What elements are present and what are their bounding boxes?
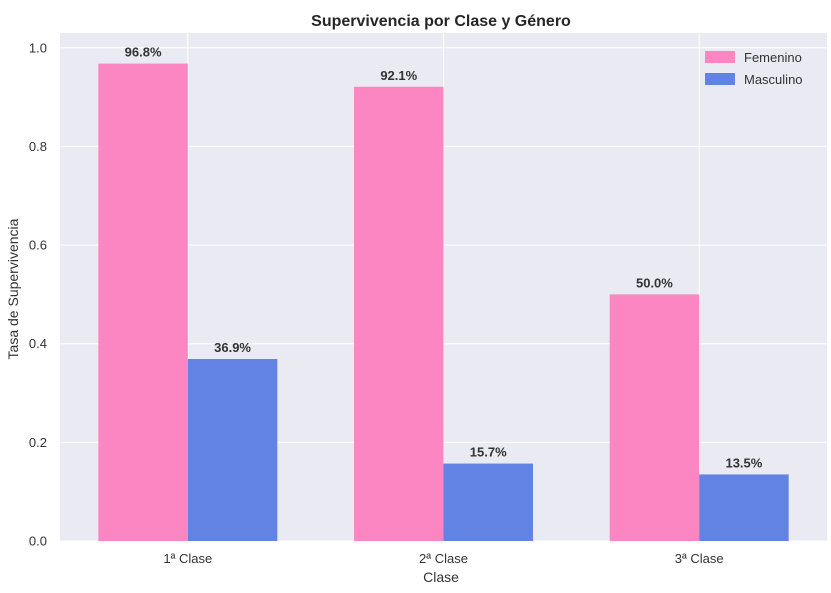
bar-masculino [187, 359, 278, 541]
x-tick-label: 1ª Clase [163, 551, 212, 566]
bar-masculino [699, 474, 789, 541]
legend-label-femenino: Femenino [744, 50, 802, 65]
x-tick-labels: 1ª Clase 2ª Clase 3ª Clase [163, 551, 723, 566]
data-label-femenino: 96.8% [125, 45, 162, 60]
bar-femenino [354, 86, 444, 542]
y-tick-label: 0.6 [29, 238, 47, 253]
y-tick-label: 1.0 [29, 40, 47, 55]
legend-swatch-femenino [705, 51, 735, 63]
y-tick-label: 0.4 [29, 336, 47, 351]
chart-title: Supervivencia por Clase y Género [311, 13, 571, 30]
legend-swatch-masculino [705, 73, 735, 85]
bars [98, 63, 789, 542]
bar-masculino [443, 463, 533, 541]
bar-femenino [98, 63, 188, 541]
y-tick-label: 0.8 [29, 139, 47, 154]
y-axis-label: Tasa de Supervivencia [5, 218, 21, 359]
x-tick-label: 3ª Clase [675, 551, 724, 566]
bar-femenino [609, 294, 700, 541]
x-tick-label: 2ª Clase [419, 551, 468, 566]
data-label-masculino: 15.7% [470, 445, 507, 460]
data-label-femenino: 92.1% [380, 68, 417, 83]
legend: Femenino Masculino [705, 50, 803, 87]
y-tick-labels: 0.0 0.2 0.4 0.6 0.8 1.0 [29, 40, 47, 548]
data-label-masculino: 36.9% [214, 340, 251, 355]
data-label-masculino: 13.5% [725, 455, 762, 470]
y-tick-label: 0.0 [29, 534, 47, 549]
data-labels: 96.8% 92.1% 50.0% 36.9% 15.7% 13.5% [125, 45, 763, 471]
x-axis-label: Clase [423, 569, 459, 585]
y-tick-label: 0.2 [29, 435, 47, 450]
legend-label-masculino: Masculino [744, 72, 803, 87]
data-label-femenino: 50.0% [636, 275, 673, 290]
